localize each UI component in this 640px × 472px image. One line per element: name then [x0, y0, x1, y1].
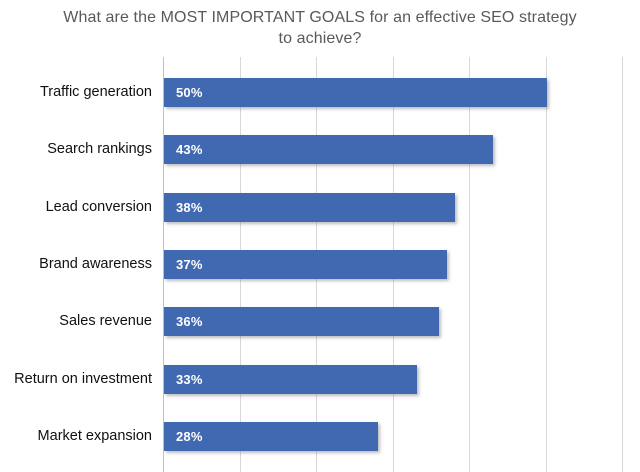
value-label: 38% — [176, 199, 203, 215]
gridline — [622, 57, 623, 472]
chart-title: What are the MOST IMPORTANT GOALS for an… — [0, 7, 640, 49]
category-label: Lead conversion — [45, 198, 152, 215]
value-label: 50% — [176, 85, 203, 100]
value-label: 36% — [176, 314, 203, 330]
gridline — [469, 57, 470, 472]
bar: 43% — [164, 135, 493, 165]
category-label: Brand awareness — [39, 255, 152, 272]
bar: 36% — [164, 307, 440, 337]
y-axis-line — [163, 57, 164, 472]
bar: 50% — [164, 78, 547, 107]
chart-title-line-2: to achieve? — [278, 30, 362, 47]
bar: 28% — [164, 421, 379, 451]
category-label: Traffic generation — [39, 84, 152, 100]
category-label: Sales revenue — [59, 313, 152, 330]
value-label: 28% — [176, 428, 203, 444]
value-label: 43% — [176, 142, 203, 158]
gridline — [545, 57, 547, 472]
plot-area: 50% 43% 38% 37% 36% 33% 28% — [163, 57, 623, 472]
value-label: 37% — [176, 256, 203, 272]
value-label: 33% — [176, 371, 203, 387]
chart-title-line-1: What are the MOST IMPORTANT GOALS for an… — [63, 9, 577, 26]
bar: 33% — [164, 364, 417, 394]
bar: 38% — [164, 192, 455, 222]
category-label: Search rankings — [47, 141, 152, 158]
category-label: Return on investment — [14, 370, 152, 387]
category-labels: Traffic generation Search rankings Lead co… — [0, 0, 152, 472]
bar: 37% — [164, 249, 448, 279]
category-label: Market expansion — [37, 427, 152, 444]
